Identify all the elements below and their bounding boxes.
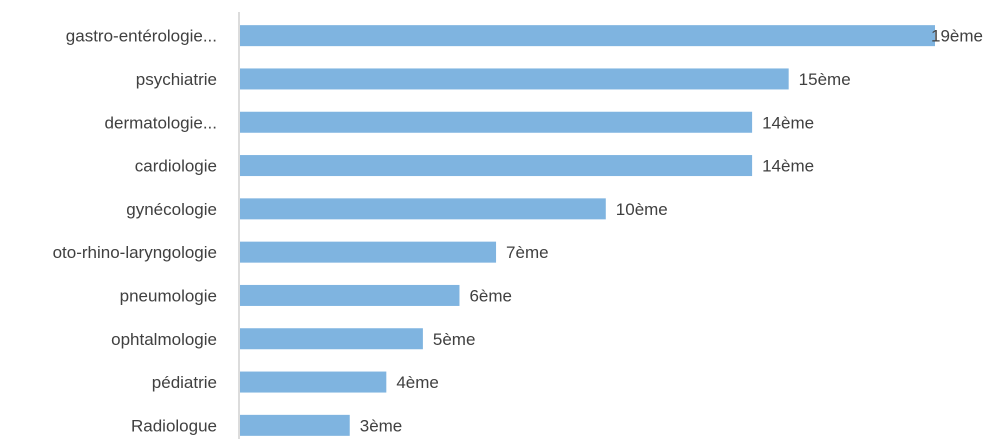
value-label-2: 14ème bbox=[762, 113, 814, 132]
bar-2 bbox=[240, 111, 753, 133]
bars-group bbox=[240, 25, 935, 436]
category-label-5: oto-rhino-laryngologie bbox=[53, 243, 217, 262]
category-label-7: ophtalmologie bbox=[111, 330, 217, 349]
bar-9 bbox=[240, 414, 350, 436]
value-label-3: 14ème bbox=[762, 157, 814, 176]
category-label-6: pneumologie bbox=[120, 286, 217, 305]
value-label-8: 4ème bbox=[396, 373, 439, 392]
value-label-7: 5ème bbox=[433, 330, 476, 349]
bar-6 bbox=[240, 284, 460, 306]
value-labels-group: 19ème 15ème 14ème 14ème 10ème 7ème 6ème 5ème 4èm… bbox=[360, 27, 983, 436]
bar-0 bbox=[240, 25, 935, 47]
bar-8 bbox=[240, 371, 387, 393]
category-label-8: pédiatrie bbox=[152, 373, 217, 392]
category-label-0: gastro-entérologie... bbox=[66, 27, 217, 46]
category-label-4: gynécologie bbox=[126, 200, 217, 219]
bar-1 bbox=[240, 68, 789, 90]
value-label-9: 3ème bbox=[360, 416, 403, 435]
bar-7 bbox=[240, 328, 423, 350]
category-labels-group: gastro-entérologie... psychiatrie dermatol… bbox=[53, 27, 217, 436]
category-label-3: cardiologie bbox=[135, 157, 217, 176]
value-label-0: 19ème bbox=[931, 27, 983, 46]
bar-3 bbox=[240, 155, 753, 177]
category-label-2: dermatologie... bbox=[105, 113, 217, 132]
value-label-4: 10ème bbox=[616, 200, 668, 219]
value-label-5: 7ème bbox=[506, 243, 549, 262]
bar-4 bbox=[240, 198, 606, 220]
bar-5 bbox=[240, 241, 497, 263]
category-label-1: psychiatrie bbox=[136, 70, 217, 89]
category-label-9: Radiologue bbox=[131, 416, 217, 435]
value-label-1: 15ème bbox=[799, 70, 851, 89]
value-label-6: 6ème bbox=[469, 286, 512, 305]
